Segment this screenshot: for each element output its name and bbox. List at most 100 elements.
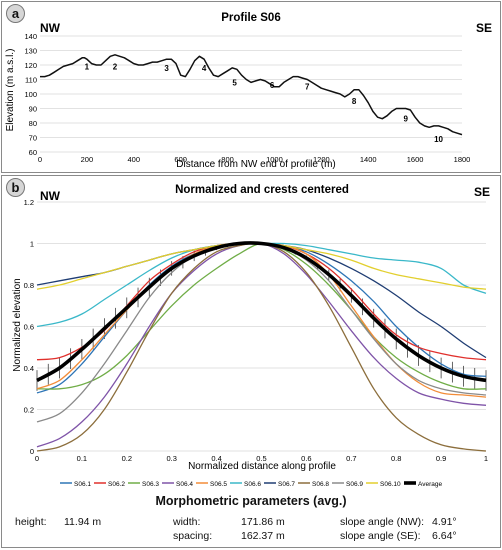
legend-label: S06.5 bbox=[210, 481, 227, 488]
profile-x-tick-label: 200 bbox=[81, 155, 94, 164]
normalized-y-tick-label: 0.4 bbox=[24, 364, 34, 373]
crest-label: 3 bbox=[164, 64, 169, 73]
legend-label: S06.7 bbox=[278, 481, 295, 488]
panel-b-se-label: SE bbox=[474, 185, 490, 199]
profile-x-tick-label: 1600 bbox=[407, 155, 424, 164]
normalized-chart-title: Normalized and crests centered bbox=[175, 184, 349, 196]
normalized-x-tick-label: 0.2 bbox=[122, 454, 132, 463]
series-line-s06-7 bbox=[36, 242, 487, 359]
normalized-y-tick-label: 0.6 bbox=[24, 323, 34, 332]
slope-nw-label: slope angle (NW): bbox=[340, 516, 425, 528]
width-value: 171.86 m bbox=[241, 516, 285, 528]
panel-a-nw-label: NW bbox=[40, 21, 61, 35]
legend-label: S06.2 bbox=[108, 481, 125, 488]
profile-grid bbox=[40, 35, 462, 153]
profile-x-tick-label: 1400 bbox=[360, 155, 377, 164]
legend-label: S06.6 bbox=[244, 481, 261, 488]
profile-y-tick-label: 130 bbox=[24, 47, 37, 56]
normalized-x-tick-label: 0 bbox=[35, 454, 39, 463]
crest-label: 6 bbox=[270, 81, 275, 90]
series-line-s06-3 bbox=[36, 242, 487, 390]
morphometric-title: Morphometric parameters (avg.) bbox=[155, 494, 347, 508]
crest-label: 2 bbox=[113, 62, 118, 71]
profile-y-tick-label: 140 bbox=[24, 32, 37, 41]
legend-label: S06.3 bbox=[142, 481, 159, 488]
normalized-x-ticks: 0 0.1 0.2 0.3 0.4 0.5 0.6 0.7 0.8 0.9 1 bbox=[35, 454, 488, 463]
profile-x-tick-label: 1800 bbox=[454, 155, 471, 164]
crest-label: 7 bbox=[305, 83, 310, 92]
crest-label: 1 bbox=[85, 62, 90, 71]
spacing-value: 162.37 m bbox=[241, 530, 285, 542]
crest-label: 8 bbox=[352, 97, 357, 106]
normalized-y-tick-label: 0.8 bbox=[24, 281, 34, 290]
normalized-x-tick-label: 0.7 bbox=[346, 454, 356, 463]
spacing-label: spacing: bbox=[173, 530, 213, 542]
height-label: height: bbox=[15, 516, 47, 528]
profile-y-tick-label: 80 bbox=[29, 119, 37, 128]
crest-label: 9 bbox=[404, 115, 409, 124]
profile-y-tick-label: 120 bbox=[24, 61, 37, 70]
profile-y-tick-label: 70 bbox=[29, 134, 37, 143]
panel-a-frame bbox=[1, 1, 501, 173]
normalized-x-axis-label: Normalized distance along profile bbox=[188, 461, 336, 472]
crest-label: 5 bbox=[232, 78, 237, 87]
normalized-series-lines bbox=[36, 241, 487, 452]
normalized-y-tick-label: 1 bbox=[30, 240, 34, 249]
normalized-x-tick-label: 0.9 bbox=[436, 454, 446, 463]
profile-x-axis-label: Distance from NW end of profile (m) bbox=[176, 159, 336, 170]
profile-y-ticks: 60 70 80 90 100 110 120 130 140 bbox=[24, 32, 37, 157]
normalized-x-tick-label: 0.8 bbox=[391, 454, 401, 463]
morphometric-parameters: Morphometric parameters (avg.) height: 1… bbox=[0, 494, 502, 548]
legend-label: Average bbox=[418, 481, 442, 488]
legend-label: S06.4 bbox=[176, 481, 193, 488]
panel-a-badge: a bbox=[6, 4, 25, 23]
panel-b-badge: b bbox=[6, 178, 25, 197]
height-value: 11.94 m bbox=[64, 516, 102, 528]
panel-a-se-label: SE bbox=[476, 21, 492, 35]
normalized-y-axis-label: Normalized elevation bbox=[12, 278, 23, 371]
normalized-x-tick-label: 0.1 bbox=[77, 454, 87, 463]
normalized-y-tick-label: 1.2 bbox=[24, 198, 34, 207]
profile-x-tick-label: 800 bbox=[221, 155, 234, 164]
profile-chart-title: Profile S06 bbox=[221, 12, 280, 24]
normalized-chart: NW SE Normalized and crests centered 0 0.… bbox=[12, 184, 490, 488]
panel-b-nw-label: NW bbox=[40, 189, 61, 203]
profile-x-tick-label: 1000 bbox=[266, 155, 283, 164]
normalized-y-ticks: 0 0.2 0.4 0.6 0.8 1 1.2 bbox=[24, 198, 34, 456]
profile-chart: NW SE Profile S06 6070809010011012013014… bbox=[5, 12, 492, 170]
profile-x-tick-label: 0 bbox=[38, 155, 42, 164]
normalized-x-tick-label: 0.5 bbox=[256, 454, 266, 463]
slope-se-value: 6.64° bbox=[432, 530, 457, 542]
profile-elevation-line bbox=[40, 54, 463, 136]
profile-x-tick-label: 1200 bbox=[313, 155, 330, 164]
series-line-s06-1 bbox=[36, 242, 487, 394]
profile-y-tick-label: 90 bbox=[29, 105, 37, 114]
normalized-x-tick-label: 0.3 bbox=[166, 454, 176, 463]
profile-y-tick-label: 60 bbox=[29, 148, 37, 157]
normalized-legend: S06.1 S06.2 S06.3 S06.4 S06.5 S06.6 S06.7 S06.8… bbox=[60, 481, 442, 488]
legend-label: S06.8 bbox=[312, 481, 329, 488]
series-line-s06-4 bbox=[36, 242, 487, 448]
normalized-y-tick-label: 0.2 bbox=[24, 406, 34, 415]
normalized-y-tick-label: 0 bbox=[30, 447, 34, 456]
series-line-s06-10 bbox=[36, 242, 487, 290]
crest-label: 10 bbox=[434, 135, 443, 144]
normalized-x-tick-label: 0.6 bbox=[301, 454, 311, 463]
average-error-bars bbox=[36, 242, 487, 391]
profile-y-axis-label: Elevation (m a.s.l.) bbox=[5, 49, 16, 132]
panel-b-frame bbox=[1, 175, 501, 548]
profile-y-tick-label: 100 bbox=[24, 90, 37, 99]
series-line-average bbox=[36, 241, 487, 383]
legend-label: S06.10 bbox=[380, 481, 401, 488]
legend-label: S06.1 bbox=[74, 481, 91, 488]
profile-line-group bbox=[40, 54, 463, 136]
profile-x-ticks: 0 200 400 600 800 1000 1200 1400 1600 1800 bbox=[38, 155, 470, 164]
slope-se-label: slope angle (SE): bbox=[340, 530, 421, 542]
width-label: width: bbox=[173, 516, 201, 528]
profile-x-tick-label: 400 bbox=[128, 155, 141, 164]
profile-x-tick-label: 600 bbox=[174, 155, 187, 164]
normalized-x-tick-label: 1 bbox=[484, 454, 488, 463]
crest-label: 4 bbox=[202, 64, 207, 73]
slope-nw-value: 4.91° bbox=[432, 516, 457, 528]
profile-y-tick-label: 110 bbox=[25, 76, 37, 85]
